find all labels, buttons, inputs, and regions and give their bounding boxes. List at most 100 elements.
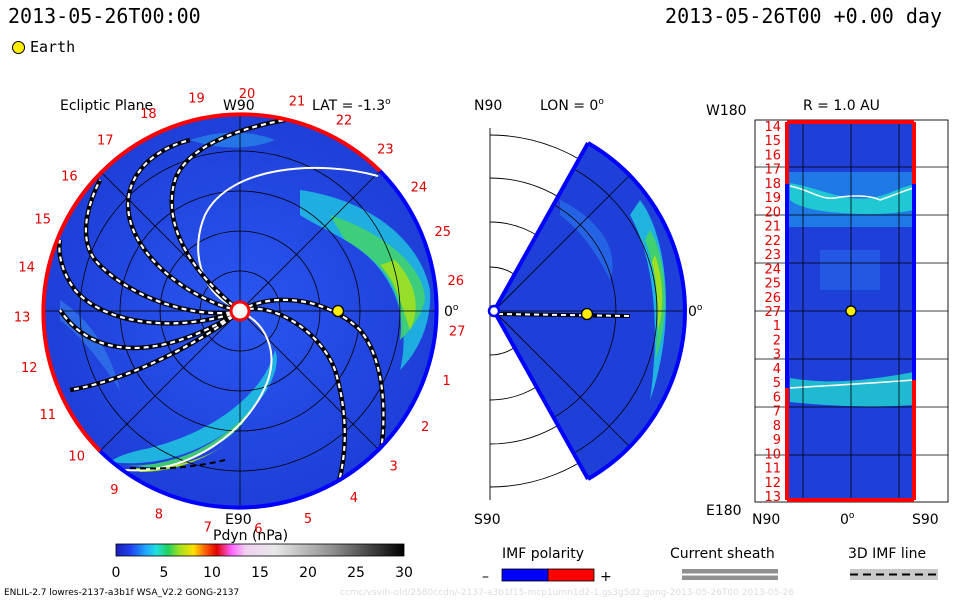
ecliptic-zero-label: 0o <box>444 303 459 320</box>
radial-row-label: 15 <box>764 134 781 149</box>
radial-x-right: S90 <box>912 512 939 528</box>
carrington-label: 7 <box>204 521 212 536</box>
current-sheath-title: Current sheath <box>670 546 775 562</box>
colorbar-tick-label: 5 <box>160 565 169 581</box>
earth-marker-ecliptic <box>331 304 345 318</box>
meridional-bottom-label: S90 <box>474 512 501 528</box>
meridional-lon: LON = 0o <box>540 97 604 114</box>
radial-row-label: 21 <box>764 220 781 235</box>
radial-row-label: 4 <box>773 362 781 377</box>
radial-row-label: 9 <box>773 433 781 448</box>
radial-row-label: 2 <box>773 334 781 349</box>
radial-row-label: 20 <box>764 205 781 220</box>
ecliptic-lat: LAT = -1.3o <box>312 97 391 114</box>
radial-row-label: 16 <box>764 149 781 164</box>
earth-icon <box>12 40 25 54</box>
ecliptic-top-label: W90 <box>223 98 255 114</box>
carrington-label: 21 <box>289 95 306 110</box>
ecliptic-title: Ecliptic Plane <box>60 98 153 114</box>
radial-title: R = 1.0 AU <box>803 98 880 114</box>
colorbar-tick-label: 10 <box>203 565 221 581</box>
footer-model-info: ENLIL-2.7 lowres-2137-a3b1f WSA_V2.2 GON… <box>4 588 240 598</box>
radial-row-label: 27 <box>764 305 781 320</box>
imf-polarity-key: IMF polarity – + <box>482 546 612 585</box>
carrington-label: 6 <box>254 522 262 537</box>
radial-row-label: 19 <box>764 191 781 206</box>
radial-row-label: 14 <box>764 120 781 135</box>
radial-map-panel: R = 1.0 AU W180 E180 N90 0o S90 14151617… <box>706 98 949 528</box>
radial-x-mid: 0o <box>840 511 855 528</box>
radial-row-label: 25 <box>764 277 781 292</box>
radial-row-label: 10 <box>764 447 781 462</box>
current-sheath-key: Current sheath <box>670 546 778 580</box>
colorbar-tick-label: 30 <box>395 565 413 581</box>
carrington-label: 5 <box>304 512 312 527</box>
carrington-label: 8 <box>155 507 163 522</box>
radial-row-label: 1 <box>773 319 781 334</box>
date-title-left: 2013-05-26T00:00 <box>8 4 201 28</box>
radial-row-label: 18 <box>764 177 781 192</box>
radial-top-label: W180 <box>706 103 747 119</box>
radial-row-label: 11 <box>764 462 781 477</box>
carrington-label: 10 <box>68 450 85 465</box>
ecliptic-panel: Ecliptic Plane W90 LAT = -1.3o E90 0o 19… <box>14 87 466 537</box>
carrington-label: 3 <box>390 460 398 475</box>
carrington-label: 27 <box>449 325 466 340</box>
ecliptic-bottom-label: E90 <box>225 512 252 528</box>
carrington-label: 24 <box>411 181 428 196</box>
imf-line-key: 3D IMF line <box>848 546 938 580</box>
carrington-label: 12 <box>21 361 38 376</box>
carrington-label: 22 <box>336 113 353 128</box>
imf-polarity-minus: – <box>482 569 489 585</box>
radial-row-label: 23 <box>764 248 781 263</box>
radial-row-label: 22 <box>764 234 781 249</box>
radial-x-left: N90 <box>752 512 780 528</box>
pdyn-colorbar: Pdyn (nPa) 0 5 10 15 20 25 30 <box>112 528 413 581</box>
earth-marker-radial <box>845 305 857 317</box>
radial-row-label: 13 <box>764 490 781 505</box>
colorbar-tick-label: 0 <box>112 565 121 581</box>
carrington-label: 15 <box>34 212 51 227</box>
carrington-label: 18 <box>140 107 157 122</box>
earth-legend-label: Earth <box>30 38 76 56</box>
imf-polarity-plus: + <box>600 569 612 585</box>
carrington-label: 9 <box>110 483 118 498</box>
radial-row-label: 17 <box>764 163 781 178</box>
meridional-panel: N90 LON = 0o S90 0o <box>474 97 703 528</box>
footer-run-path: ccmc/vsvih-old/2580ccdn/-2137-a3b1f15-mc… <box>340 588 795 598</box>
carrington-label: 2 <box>421 420 429 435</box>
meridional-zero-label: 0o <box>688 303 703 320</box>
ecliptic-carrington-labels: 19 20 212223242526271234567891011121314151… <box>14 87 466 537</box>
earth-legend: Earth <box>12 38 75 56</box>
carrington-label: 16 <box>61 169 78 184</box>
carrington-label: 25 <box>435 225 452 240</box>
date-title-right: 2013-05-26T00 +0.00 day <box>665 4 942 28</box>
carrington-label: 17 <box>97 134 114 149</box>
radial-row-label: 8 <box>773 419 781 434</box>
imf-line-title: 3D IMF line <box>848 546 926 562</box>
radial-row-label: 6 <box>773 390 781 405</box>
meridional-top-label: N90 <box>474 98 502 114</box>
carrington-label: 23 <box>377 143 394 158</box>
colorbar-ticks: 0 5 10 15 20 25 30 <box>112 565 413 581</box>
carrington-label: 26 <box>448 274 465 289</box>
carrington-label: 20 <box>239 87 256 102</box>
carrington-label: 13 <box>14 311 31 326</box>
earth-marker-meridional <box>580 307 594 321</box>
radial-row-label: 5 <box>773 376 781 391</box>
colorbar-tick-label: 25 <box>347 565 365 581</box>
carrington-label: 19 <box>188 91 205 106</box>
carrington-label: 1 <box>443 374 451 389</box>
radial-row-label: 24 <box>764 262 781 277</box>
radial-row-label: 12 <box>764 476 781 491</box>
imf-polarity-title: IMF polarity <box>502 546 584 562</box>
radial-row-label: 26 <box>764 291 781 306</box>
carrington-label: 4 <box>350 491 358 506</box>
carrington-label: 14 <box>18 260 35 275</box>
carrington-label: 11 <box>40 408 57 423</box>
radial-row-label: 7 <box>773 405 781 420</box>
colorbar-tick-label: 20 <box>299 565 317 581</box>
radial-row-labels: 1415161718192021222324252627123456789101… <box>764 120 781 505</box>
colorbar-label: Pdyn (nPa) <box>213 528 288 544</box>
